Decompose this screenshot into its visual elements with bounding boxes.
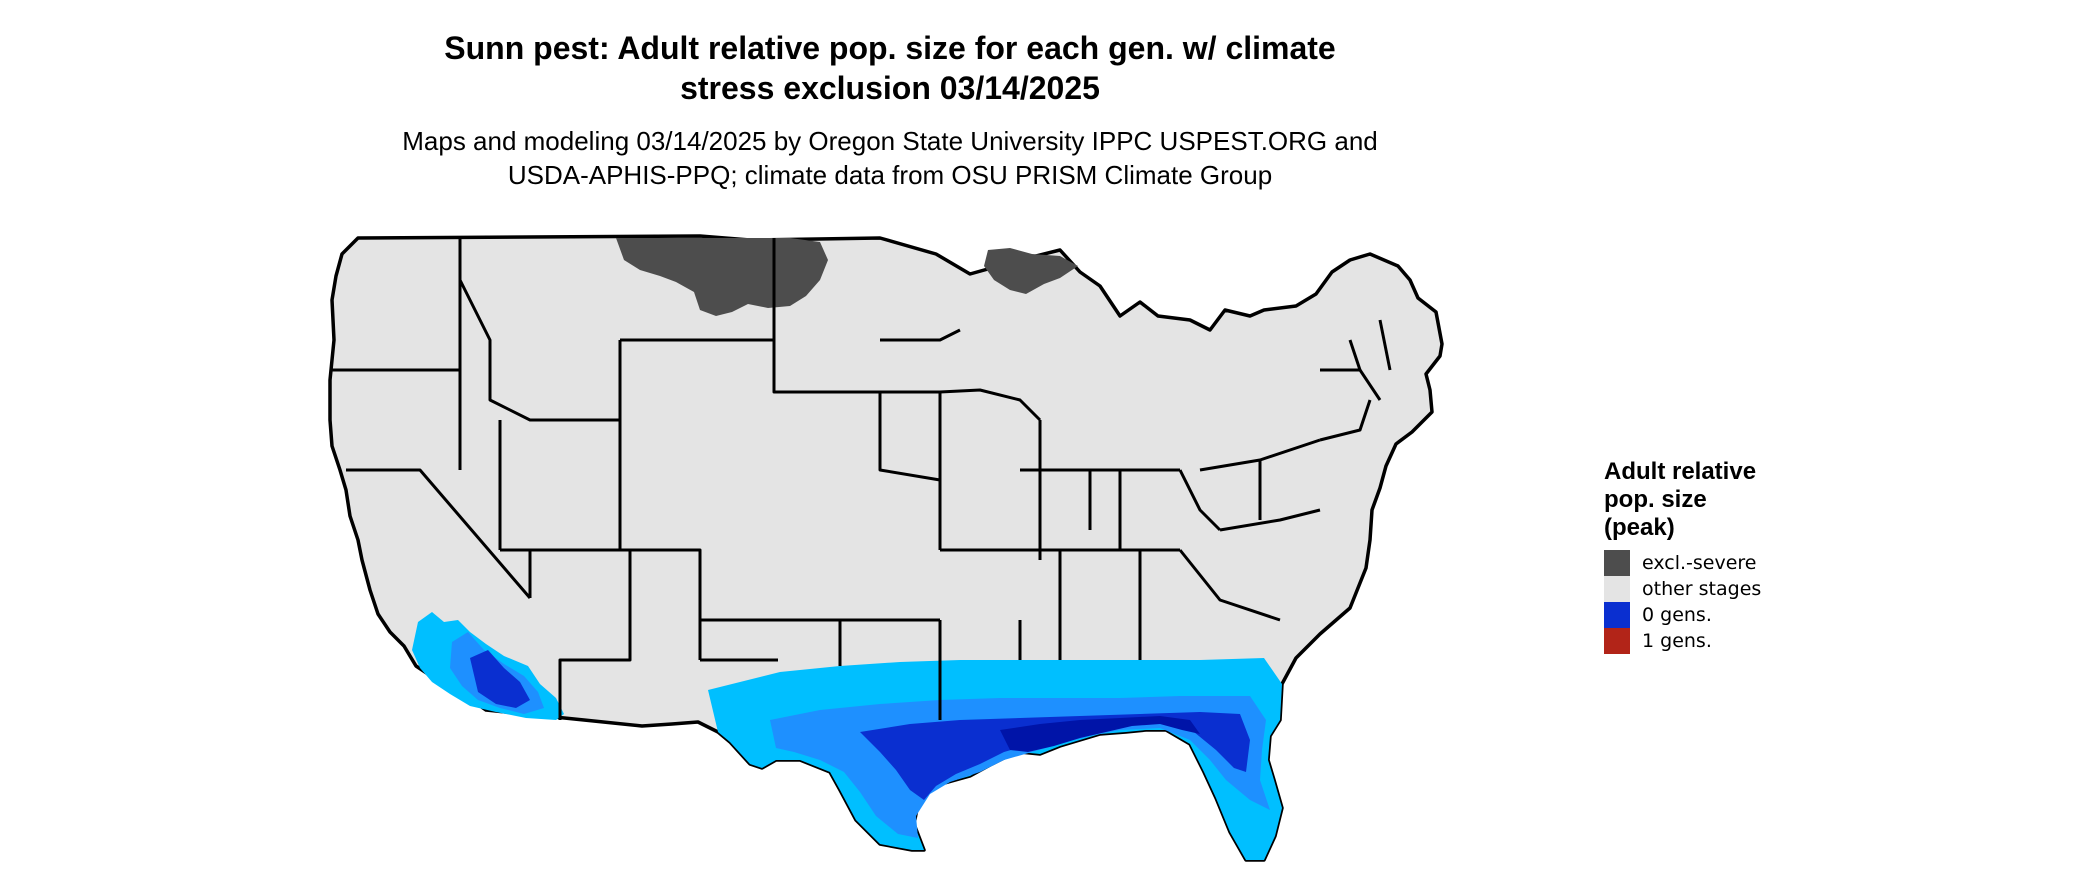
map-title-line-1: Sunn pest: Adult relative pop. size for …	[444, 30, 1336, 66]
map-subtitle: Maps and modeling 03/14/2025 by Oregon S…	[0, 124, 1780, 192]
legend-swatch-0-gens	[1604, 602, 1630, 628]
legend-label-excl-severe: excl.-severe	[1642, 552, 1757, 574]
legend-title-line-3: (peak)	[1604, 514, 1675, 541]
zone-southwest-deep	[470, 650, 530, 708]
legend-swatch-excl-severe	[1604, 550, 1630, 576]
legend-title: Adult relative pop. size (peak)	[1604, 458, 1864, 542]
legend-swatch-1-gens	[1604, 628, 1630, 654]
us-map	[328, 234, 1444, 862]
legend-label-1-gens: 1 gens.	[1642, 630, 1712, 652]
excluded-zone-minnesota	[984, 248, 1078, 294]
state-borders	[332, 236, 1392, 720]
map-legend: Adult relative pop. size (peak) excl.-se…	[1604, 458, 1864, 654]
map-subtitle-line-2: USDA-APHIS-PPQ; climate data from OSU PR…	[507, 160, 1273, 190]
legend-label-0-gens: 0 gens.	[1642, 604, 1712, 626]
legend-title-line-2: pop. size	[1604, 486, 1707, 513]
map-title-line-2: stress exclusion 03/14/2025	[680, 70, 1100, 106]
legend-label-other-stages: other stages	[1642, 578, 1762, 600]
legend-item-other-stages: other stages	[1604, 576, 1864, 602]
legend-title-line-1: Adult relative	[1604, 458, 1757, 485]
map-subtitle-line-1: Maps and modeling 03/14/2025 by Oregon S…	[402, 126, 1378, 156]
map-title: Sunn pest: Adult relative pop. size for …	[0, 28, 1780, 108]
legend-swatch-other-stages	[1604, 576, 1630, 602]
zone-gulf-darkest	[1000, 716, 1200, 752]
legend-item-excl-severe: excl.-severe	[1604, 550, 1864, 576]
zone-gulf-deep	[860, 712, 1250, 800]
legend-item-0-gens: 0 gens.	[1604, 602, 1864, 628]
legend-item-1-gens: 1 gens.	[1604, 628, 1864, 654]
